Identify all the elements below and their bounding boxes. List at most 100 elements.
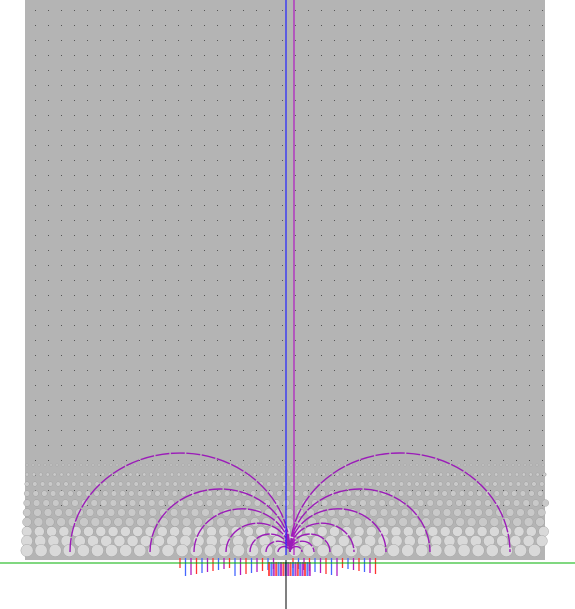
grid-dot <box>61 40 62 41</box>
grid-dot <box>191 205 192 206</box>
grid-dot <box>165 490 166 491</box>
grid-dot <box>256 340 257 341</box>
sphere <box>414 481 420 487</box>
sphere <box>493 490 500 497</box>
grid-dot <box>152 160 153 161</box>
grid-dot <box>360 175 361 176</box>
grid-dot <box>399 25 400 26</box>
sphere <box>453 481 459 487</box>
grid-dot <box>451 415 452 416</box>
sphere <box>211 463 215 467</box>
grid-dot <box>74 490 75 491</box>
grid-dot <box>152 175 153 176</box>
grid-dot <box>48 430 49 431</box>
sphere <box>500 481 506 487</box>
grid-dot <box>269 400 270 401</box>
grid-dot <box>360 415 361 416</box>
grid-dot <box>178 460 179 461</box>
sphere <box>452 472 457 477</box>
grid-dot <box>477 235 478 236</box>
grid-dot <box>308 100 309 101</box>
grid-dot <box>451 145 452 146</box>
grid-dot <box>74 25 75 26</box>
sphere <box>289 463 293 467</box>
grid-dot <box>87 445 88 446</box>
sphere <box>452 526 463 537</box>
grid-dot <box>282 190 283 191</box>
grid-dot <box>438 85 439 86</box>
sphere <box>415 463 419 467</box>
sphere <box>103 463 107 467</box>
grid-dot <box>373 10 374 11</box>
grid-dot <box>334 145 335 146</box>
grid-dot <box>542 430 543 431</box>
grid-dot <box>204 460 205 461</box>
grid-dot <box>347 130 348 131</box>
sphere <box>409 463 413 467</box>
grid-dot <box>230 220 231 221</box>
grid-dot <box>412 430 413 431</box>
grid-dot <box>243 415 244 416</box>
grid-dot <box>503 415 504 416</box>
grid-dot <box>243 205 244 206</box>
grid-dot <box>490 130 491 131</box>
grid-dot <box>295 85 296 86</box>
grid-dot <box>412 400 413 401</box>
grid-dot <box>334 295 335 296</box>
grid-dot <box>477 100 478 101</box>
sphere <box>181 463 185 467</box>
grid-dot <box>126 25 127 26</box>
grid-dot <box>178 190 179 191</box>
sphere <box>186 499 194 507</box>
sphere <box>313 463 317 467</box>
grid-dot <box>373 100 374 101</box>
sphere <box>91 463 95 467</box>
grid-dot <box>451 220 452 221</box>
sphere <box>46 526 57 537</box>
grid-dot <box>412 415 413 416</box>
grid-dot <box>87 400 88 401</box>
sphere <box>206 526 217 537</box>
sphere <box>337 463 341 467</box>
sphere <box>217 463 221 467</box>
sphere <box>285 508 294 517</box>
grid-dot <box>477 40 478 41</box>
grid-dot <box>178 85 179 86</box>
grid-dot <box>61 370 62 371</box>
sphere <box>25 472 29 477</box>
grid-dot <box>204 370 205 371</box>
field-vector-cluster <box>306 562 309 576</box>
grid-dot <box>191 265 192 266</box>
grid-dot <box>113 70 114 71</box>
grid-dot <box>74 190 75 191</box>
grid-dot <box>204 40 205 41</box>
grid-dot <box>373 430 374 431</box>
sphere <box>42 499 50 507</box>
grid-dot <box>477 475 478 476</box>
field-line-arc <box>289 488 431 553</box>
sphere <box>459 472 464 477</box>
sphere <box>23 490 31 497</box>
grid-dot <box>178 430 179 431</box>
grid-dot <box>256 430 257 431</box>
grid-dot <box>295 10 296 11</box>
grid-dot <box>321 100 322 101</box>
grid-dot <box>308 265 309 266</box>
grid-dot <box>334 280 335 281</box>
sphere <box>137 490 144 497</box>
grid-dot <box>542 355 543 356</box>
sphere <box>383 472 388 477</box>
grid-dot <box>126 85 127 86</box>
grid-dot <box>542 190 543 191</box>
grid-dot <box>113 100 114 101</box>
grid-dot <box>126 430 127 431</box>
grid-dot <box>464 505 465 506</box>
grid-dot <box>165 400 166 401</box>
grid-dot <box>334 100 335 101</box>
grid-dot <box>113 280 114 281</box>
sphere <box>55 481 61 487</box>
grid-dot <box>308 445 309 446</box>
grid-dot <box>503 235 504 236</box>
